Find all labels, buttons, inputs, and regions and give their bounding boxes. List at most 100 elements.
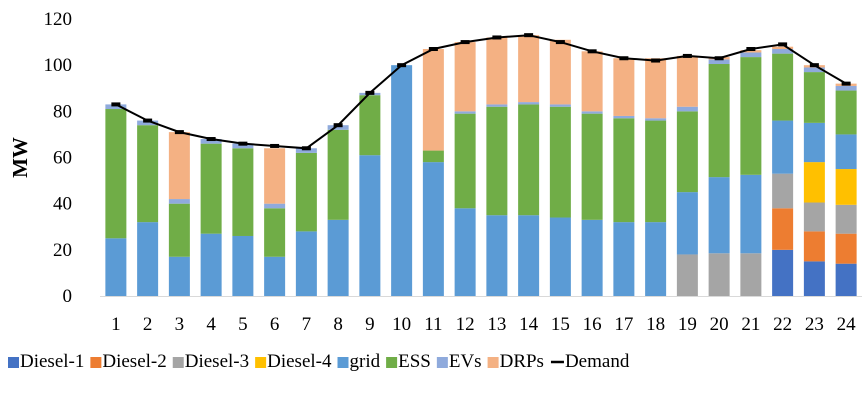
legend-label: Diesel-4 — [267, 351, 332, 372]
bar-segment-grid — [232, 235, 254, 296]
bar-segment-evs — [549, 104, 571, 107]
bar-segment-ess — [422, 150, 444, 163]
bar-segment-grid — [391, 65, 413, 297]
bar-segment-ess — [613, 118, 635, 223]
demand-marker — [111, 102, 121, 107]
bar-segment-diesel-3 — [676, 254, 698, 296]
bar-segment-ess — [454, 113, 476, 209]
x-tick-label: 3 — [175, 314, 185, 335]
y-tick-label: 80 — [53, 101, 72, 122]
x-tick-label: 16 — [583, 314, 602, 335]
bar-segment-grid — [581, 219, 603, 296]
demand-marker — [397, 63, 407, 68]
x-tick-label: 20 — [710, 314, 729, 335]
x-axis-ticks: 1 2 3 4 5 6 7 8 9 10 11 12 13 14 15 16 17 18 19 20 21 22 23 24 — [111, 314, 856, 335]
demand-marker — [524, 33, 534, 38]
bar-segment-grid — [835, 134, 857, 170]
y-axis-label: MW — [8, 137, 32, 178]
legend-label: grid — [350, 351, 381, 372]
legend-swatch-diesel-4 — [255, 357, 267, 368]
bar-segment-grid — [200, 233, 222, 296]
x-tick-label: 1 — [111, 314, 121, 335]
bar-segment-diesel-3 — [708, 253, 730, 296]
bar-segment-evs — [518, 102, 540, 105]
demand-marker — [238, 141, 248, 146]
bar-segment-drps — [581, 51, 603, 112]
legend-label: ESS — [398, 351, 431, 372]
legend-label: Diesel-2 — [102, 351, 166, 372]
y-tick-label: 100 — [44, 55, 73, 76]
demand-marker — [587, 49, 597, 54]
legend-label: DRPs — [500, 351, 544, 372]
demand-marker — [428, 47, 438, 52]
legend: Diesel-1 Diesel-2 Diesel-3 Diesel-4 grid ESS E… — [8, 351, 630, 372]
bar-segment-ess — [803, 72, 825, 123]
bar-segment-drps — [486, 37, 508, 105]
x-tick-label: 12 — [456, 314, 475, 335]
bar-segment-ess — [264, 208, 286, 257]
y-tick-label: 40 — [53, 194, 72, 215]
bar-segment-grid — [803, 122, 825, 163]
x-tick-label: 4 — [206, 314, 216, 335]
bar-segment-evs — [105, 104, 127, 110]
x-tick-label: 9 — [365, 314, 375, 335]
bar-segment-diesel-3 — [772, 173, 794, 209]
bar-segment-evs — [613, 115, 635, 119]
bar-segment-drps — [422, 49, 444, 151]
bar-segment-diesel-2 — [835, 233, 857, 264]
x-tick-label: 11 — [424, 314, 442, 335]
x-tick-label: 18 — [646, 314, 665, 335]
x-tick-label: 14 — [519, 314, 539, 335]
bar-segment-evs — [581, 111, 603, 114]
legend-label: Diesel-3 — [185, 351, 249, 372]
bar-segment-ess — [835, 90, 857, 135]
bar-segment-grid — [454, 208, 476, 296]
bar-segment-grid — [137, 222, 159, 296]
bar-segment-grid — [105, 238, 127, 296]
bar-segment-ess — [549, 106, 571, 218]
bar-segment-evs — [803, 67, 825, 73]
bar-segment-ess — [137, 125, 159, 223]
legend-swatch-evs — [436, 357, 448, 368]
demand-marker — [682, 53, 692, 58]
bar-segment-ess — [295, 152, 317, 232]
bar-segment-evs — [295, 148, 317, 153]
bar-segment-ess — [740, 57, 762, 175]
bar-segment-grid — [645, 222, 667, 296]
y-tick-label: 120 — [44, 9, 73, 30]
legend-swatch-diesel-1 — [8, 357, 19, 368]
legend-swatch-ess — [386, 357, 398, 368]
bar-segment-drps — [740, 50, 762, 53]
x-tick-label: 23 — [805, 314, 824, 335]
x-tick-label: 5 — [238, 314, 248, 335]
bar-segment-ess — [486, 106, 508, 216]
y-tick-label: 60 — [53, 148, 72, 169]
bar-segment-grid — [295, 231, 317, 296]
bar-segment-evs — [137, 120, 159, 126]
bar-segment-evs — [835, 85, 857, 91]
bar-segment-ess — [168, 203, 190, 257]
demand-marker — [365, 90, 375, 95]
bar-segment-grid — [327, 219, 349, 296]
x-tick-label: 24 — [837, 314, 857, 335]
demand-marker — [270, 143, 280, 148]
legend-swatch-grid — [337, 357, 349, 368]
bar-segment-evs — [200, 139, 222, 144]
demand-marker — [333, 123, 343, 128]
demand-marker — [746, 47, 756, 52]
bar-segment-drps — [264, 148, 286, 204]
bar-segment-ess — [708, 64, 730, 178]
bars — [105, 35, 857, 297]
bar-segment-ess — [645, 120, 667, 223]
bar-segment-ess — [772, 53, 794, 121]
x-tick-label: 2 — [143, 314, 153, 335]
demand-marker — [492, 35, 502, 40]
bar-segment-drps — [645, 58, 667, 119]
bar-segment-ess — [327, 129, 349, 220]
demand-marker — [809, 63, 819, 68]
x-tick-label: 8 — [333, 314, 343, 335]
demand-marker — [619, 56, 629, 61]
x-tick-label: 22 — [773, 314, 792, 335]
bar-segment-evs — [645, 118, 667, 121]
